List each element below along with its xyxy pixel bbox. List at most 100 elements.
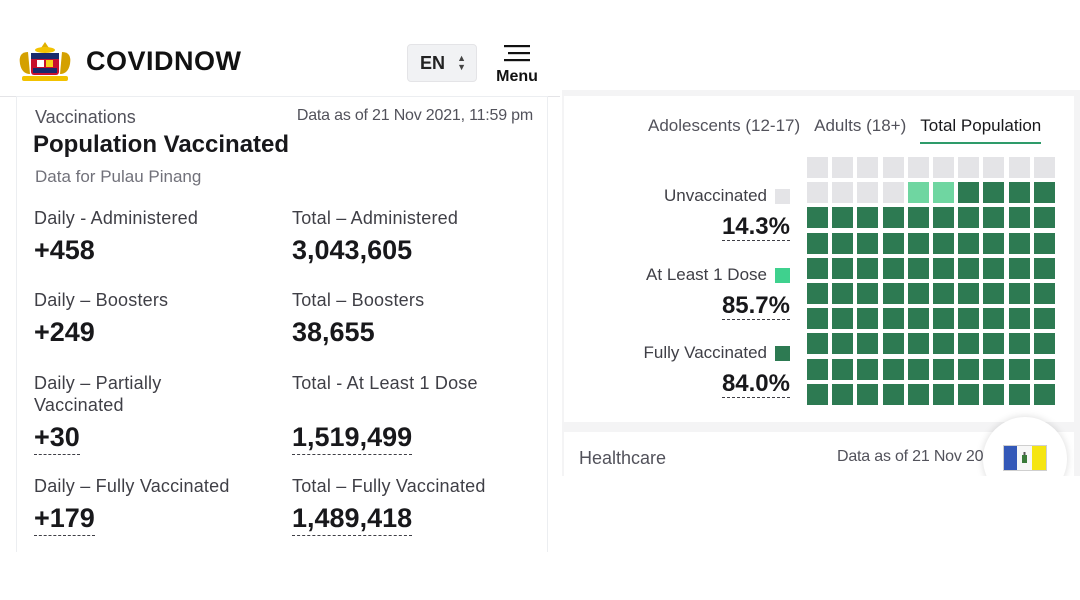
waffle-cell-fully-vaccinated xyxy=(832,333,854,355)
waffle-cell-fully-vaccinated xyxy=(857,257,879,279)
waffle-cell-fully-vaccinated xyxy=(882,308,904,330)
waffle-cell-fully-vaccinated xyxy=(933,383,954,405)
stat-label: Daily - Administered xyxy=(34,208,199,228)
stat-value: +249 xyxy=(34,317,95,347)
healthcare-section-label: Healthcare xyxy=(579,448,667,468)
waffle-cell-fully-vaccinated xyxy=(907,207,929,229)
page-title: Population Vaccinated xyxy=(33,131,290,158)
tab-adolescents[interactable]: Adolescents (12-17) xyxy=(648,116,801,135)
waffle-cell-partially-vaccinated xyxy=(907,182,929,204)
waffle-cell-fully-vaccinated xyxy=(907,333,929,355)
stat-value[interactable]: +30 xyxy=(34,422,80,455)
waffle-cell-fully-vaccinated xyxy=(983,182,1005,204)
waffle-cell-fully-vaccinated xyxy=(807,358,828,380)
stat-label: Daily – Fully Vaccinated xyxy=(34,476,230,496)
waffle-cell-unvaccinated xyxy=(1033,157,1055,178)
waffle-cell-fully-vaccinated xyxy=(933,257,954,279)
waffle-cell-fully-vaccinated xyxy=(857,232,879,254)
waffle-cell-fully-vaccinated xyxy=(882,257,904,279)
top-nav: COVIDNOW EN ▲ ▼ Menu xyxy=(0,0,560,96)
waffle-cell-fully-vaccinated xyxy=(958,257,980,279)
legend-unvaccinated: Unvaccinated 14.3% xyxy=(664,186,790,241)
waffle-cell-fully-vaccinated xyxy=(983,333,1005,355)
waffle-cell-fully-vaccinated xyxy=(1008,358,1030,380)
waffle-cell-fully-vaccinated xyxy=(1033,232,1055,254)
page-bottom-area xyxy=(960,476,1080,600)
legend-percent[interactable]: 84.0% xyxy=(721,370,790,398)
waffle-cell-fully-vaccinated xyxy=(832,207,854,229)
stat-value: 38,655 xyxy=(292,317,375,347)
penang-flag-icon[interactable] xyxy=(1003,445,1047,471)
tab-adults[interactable]: Adults (18+) xyxy=(814,116,907,135)
malaysia-coat-of-arms-icon[interactable] xyxy=(16,40,74,84)
waffle-cell-fully-vaccinated xyxy=(1033,308,1055,330)
waffle-cell-fully-vaccinated xyxy=(983,358,1005,380)
waffle-cell-fully-vaccinated xyxy=(807,383,828,405)
waffle-cell-fully-vaccinated xyxy=(1008,308,1030,330)
waffle-cell-fully-vaccinated xyxy=(857,207,879,229)
waffle-cell-unvaccinated xyxy=(807,157,828,178)
waffle-cell-fully-vaccinated xyxy=(933,358,954,380)
waffle-cell-fully-vaccinated xyxy=(857,358,879,380)
stat-label: Total - At Least 1 Dose xyxy=(292,373,478,393)
waffle-cell-unvaccinated xyxy=(807,182,828,204)
menu-button[interactable]: Menu xyxy=(490,44,544,90)
waffle-cell-fully-vaccinated xyxy=(958,308,980,330)
waffle-cell-fully-vaccinated xyxy=(983,308,1005,330)
legend-swatch xyxy=(775,345,790,361)
waffle-cell-fully-vaccinated xyxy=(1033,182,1055,204)
waffle-cell-fully-vaccinated xyxy=(1008,232,1030,254)
legend-at-least-1-dose: At Least 1 Dose 85.7% xyxy=(646,265,790,320)
healthcare-data-timestamp: Data as of 21 Nov 2021 xyxy=(837,448,987,465)
vaccinations-card: Vaccinations Data as of 21 Nov 2021, 11:… xyxy=(16,96,548,552)
sort-arrows-icon: ▲ ▼ xyxy=(457,53,466,72)
data-timestamp: Data as of 21 Nov 2021, 11:59 pm xyxy=(296,107,533,124)
waffle-cell-fully-vaccinated xyxy=(933,283,954,304)
waffle-cell-fully-vaccinated xyxy=(983,257,1005,279)
waffle-cell-fully-vaccinated xyxy=(933,308,954,330)
waffle-cell-fully-vaccinated xyxy=(832,283,854,304)
waffle-cell-unvaccinated xyxy=(882,157,904,178)
language-select[interactable]: EN ▲ ▼ xyxy=(407,44,477,82)
waffle-cell-unvaccinated xyxy=(907,157,929,178)
waffle-cell-fully-vaccinated xyxy=(983,283,1005,304)
legend-fully-vaccinated: Fully Vaccinated 84.0% xyxy=(644,343,790,398)
stat-value[interactable]: 1,489,418 xyxy=(292,503,413,536)
waffle-cell-unvaccinated xyxy=(933,157,954,178)
section-label: Vaccinations xyxy=(35,107,136,127)
waffle-cell-unvaccinated xyxy=(958,157,980,178)
stat-value: 3,043,605 xyxy=(292,235,413,265)
legend-percent[interactable]: 85.7% xyxy=(721,292,790,320)
waffle-cell-unvaccinated xyxy=(832,157,854,178)
waffle-cell-fully-vaccinated xyxy=(857,308,879,330)
waffle-cell-fully-vaccinated xyxy=(983,383,1005,405)
stat-value[interactable]: +179 xyxy=(34,503,95,536)
waffle-cell-fully-vaccinated xyxy=(907,358,929,380)
stat-total-boosters: Total – Boosters 38,655 xyxy=(292,289,532,347)
waffle-cell-fully-vaccinated xyxy=(807,232,828,254)
waffle-cell-fully-vaccinated xyxy=(958,283,980,304)
waffle-cell-fully-vaccinated xyxy=(933,333,954,355)
stat-label: Daily – Partially Vaccinated xyxy=(34,373,162,415)
stat-total-fully-vaccinated: Total – Fully Vaccinated 1,489,418 xyxy=(292,475,532,536)
brand-logo-text[interactable]: COVIDNOW xyxy=(86,46,242,76)
waffle-cell-fully-vaccinated xyxy=(857,383,879,405)
population-tabs: Adolescents (12-17) Adults (18+) Total P… xyxy=(648,116,1042,144)
stat-value[interactable]: 1,519,499 xyxy=(292,422,413,455)
waffle-cell-fully-vaccinated xyxy=(857,333,879,355)
waffle-cell-fully-vaccinated xyxy=(832,383,854,405)
waffle-cell-fully-vaccinated xyxy=(882,283,904,304)
waffle-cell-fully-vaccinated xyxy=(832,257,854,279)
waffle-cell-fully-vaccinated xyxy=(907,232,929,254)
legend-percent[interactable]: 14.3% xyxy=(721,213,790,241)
tab-total-population[interactable]: Total Population xyxy=(920,116,1042,144)
legend-label: At Least 1 Dose xyxy=(646,265,767,284)
waffle-cell-unvaccinated xyxy=(857,157,879,178)
waffle-cell-fully-vaccinated xyxy=(907,257,929,279)
waffle-cell-fully-vaccinated xyxy=(807,283,828,304)
waffle-cell-fully-vaccinated xyxy=(1008,257,1030,279)
waffle-cell-fully-vaccinated xyxy=(958,207,980,229)
waffle-cell-fully-vaccinated xyxy=(1033,207,1055,229)
stat-daily-fully-vaccinated: Daily – Fully Vaccinated +179 xyxy=(34,475,274,536)
waffle-cell-fully-vaccinated xyxy=(1033,283,1055,304)
